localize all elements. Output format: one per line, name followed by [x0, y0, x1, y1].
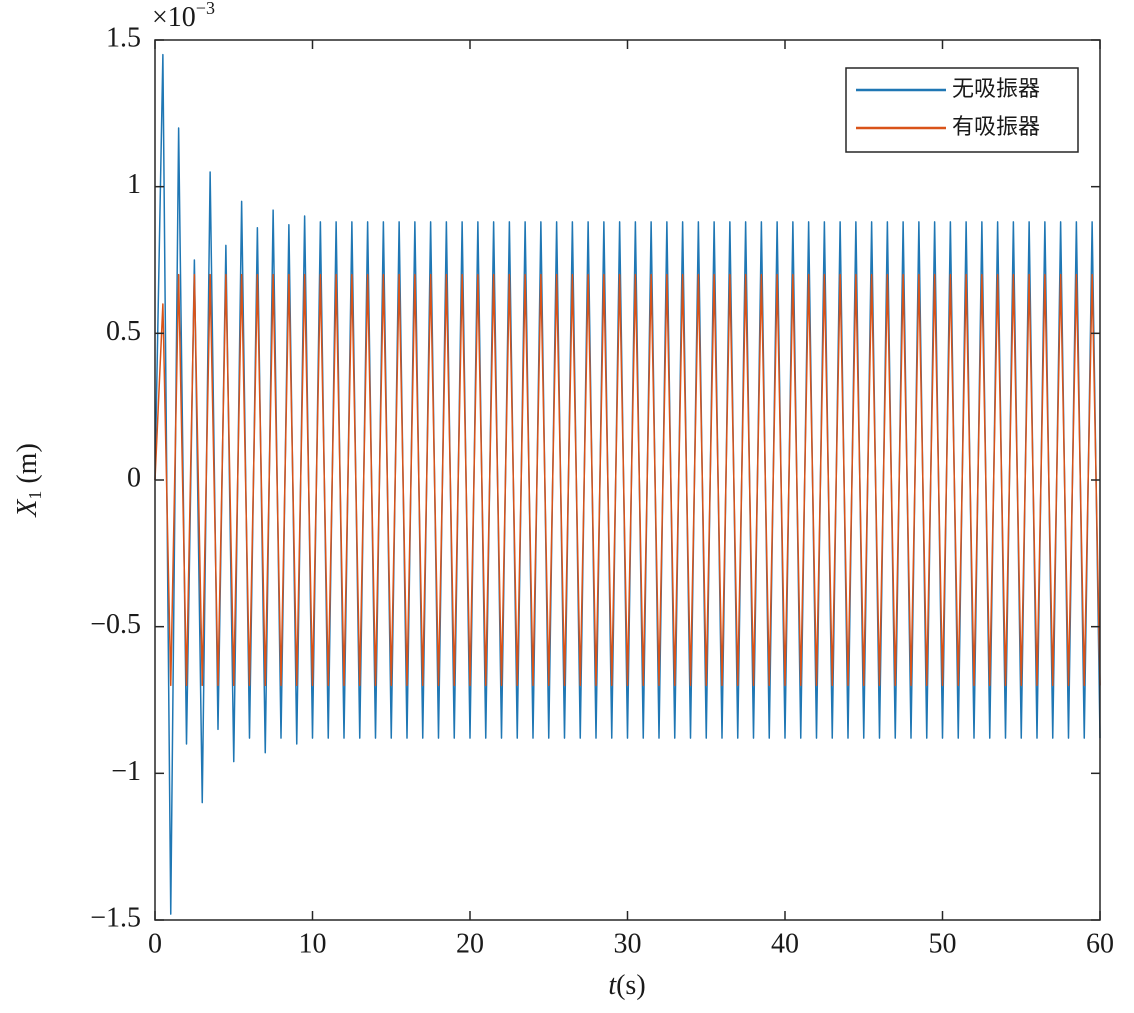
y-tick-label: 1.5 [106, 22, 141, 53]
x-label-symbol: t [608, 970, 617, 1001]
plot-frame [154, 39, 1101, 921]
data-line [154, 53, 1101, 915]
legend-box [845, 67, 1079, 153]
multiplier-exponent: −3 [196, 0, 215, 18]
x-tick-label: 20 [456, 928, 484, 959]
data-line [154, 273, 1101, 687]
y-tick-label: −1 [111, 756, 141, 787]
x-tick-label: 0 [148, 928, 162, 959]
y-tick-label: 1 [127, 169, 141, 200]
y-tick-label: 0.5 [106, 316, 141, 347]
x-tick-label: 10 [299, 928, 327, 959]
y-tick-label: −0.5 [90, 609, 141, 640]
x-label-unit: (s) [616, 970, 646, 1001]
y-label-unit: (m) [12, 443, 43, 490]
multiplier: ×10−3 [152, 0, 215, 33]
x-tick-label: 30 [614, 928, 642, 959]
y-tick-label: 0 [127, 462, 141, 493]
x-axis-label: t(s) [608, 970, 645, 1001]
multiplier-base: ×10 [152, 2, 196, 33]
y-tick-label: −1.5 [90, 902, 141, 933]
x-tick-label: 50 [929, 928, 957, 959]
x-tick-label: 40 [771, 928, 799, 959]
legend-label: 有吸振器 [952, 115, 1040, 140]
x-tick-label: 60 [1086, 928, 1114, 959]
y-label-symbol: X [12, 499, 43, 518]
y-axis-label: X1 (m) [12, 443, 45, 518]
legend-label: 无吸振器 [952, 77, 1040, 102]
y-label-subscript: 1 [25, 491, 45, 500]
